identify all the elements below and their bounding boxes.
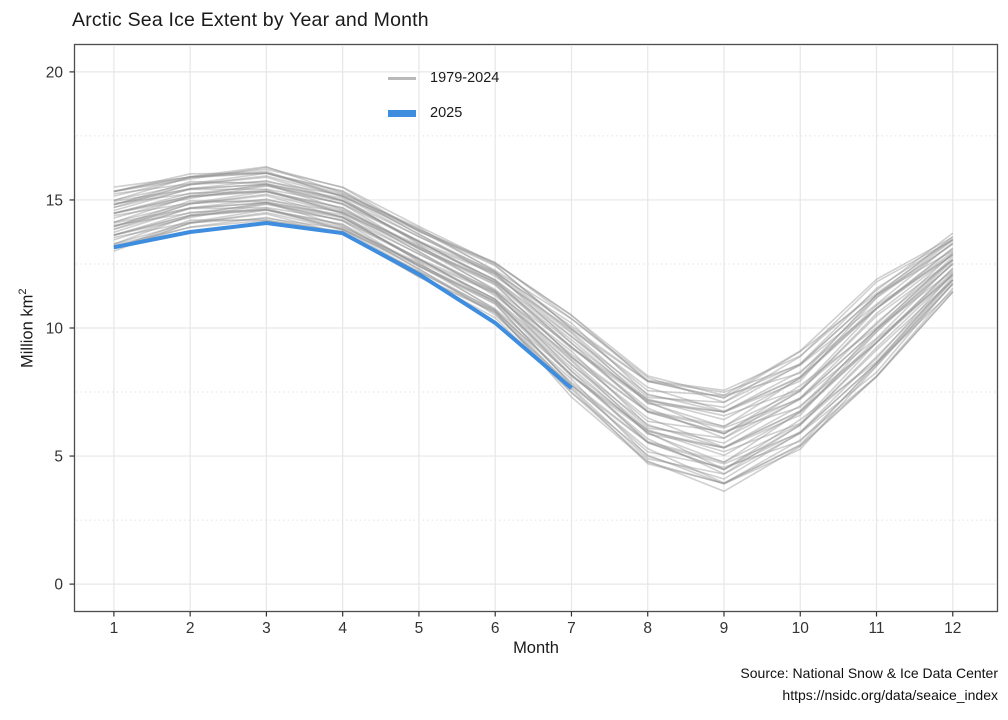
year-line-gray [113,172,954,409]
year-line-gray [113,183,954,427]
year-line-gray [113,183,954,421]
y-tick-label: 15 [46,192,63,209]
year-line-gray [113,217,954,484]
year-line-gray [113,172,954,404]
year-line-gray [113,201,954,463]
y-tick-label: 10 [46,321,64,338]
year-line-gray [113,180,954,414]
year-line-gray [113,179,954,413]
x-tick-label: 11 [868,620,884,637]
legend-key-gray-line [388,76,416,80]
year-line-gray [113,190,954,439]
year-line-gray [113,203,954,471]
y-axis-title-exponent: 2 [16,288,29,295]
x-tick-label: 1 [110,620,119,637]
year-line-gray [113,194,954,449]
year-line-gray [113,184,954,428]
source-caption: Source: National Snow & Ice Data Center … [740,663,998,706]
y-axis-title: Million km2 [17,248,38,408]
year-line-gray [113,201,954,453]
legend-label: 1979-2024 [430,70,500,86]
year-line-gray [113,201,954,457]
x-tick-label: 7 [567,620,576,637]
year-line-gray [113,207,954,469]
x-tick-label: 4 [338,620,347,637]
year-line-gray [113,188,954,435]
year-line-2025 [113,221,573,390]
year-line-gray [113,200,954,449]
legend-key-blue-line [388,109,416,117]
year-line-gray [113,209,954,465]
year-line-gray [113,209,954,480]
y-tick-label: 0 [54,577,63,594]
year-line-gray [113,198,954,449]
x-tick-label: 10 [792,620,810,637]
legend-entry-1979-2024: 1979-2024 [388,70,499,86]
x-tick-label: 6 [491,620,500,637]
year-line-gray [113,170,954,397]
chart-title: Arctic Sea Ice Extent by Year and Month [72,9,429,31]
year-line-gray [113,216,954,485]
year-line-gray [113,176,954,413]
x-tick-label: 9 [720,620,729,637]
year-line-gray [113,193,954,440]
year-line-gray [113,189,954,433]
year-line-gray [113,209,954,471]
year-line-gray [113,190,954,444]
year-line-gray [113,190,954,429]
year-line-gray [113,211,954,475]
year-line-gray [113,185,954,435]
year-line-gray [113,180,954,413]
caption-url-line: https://nsidc.org/data/seaice_index [782,686,998,703]
year-line-gray [113,172,954,394]
year-line-gray [113,203,954,464]
y-axis-title-text: Million km [18,294,37,368]
year-line-gray [113,168,954,397]
legend-label: 2025 [430,105,463,121]
y-tick-label: 5 [54,449,63,466]
x-tick-label: 8 [643,620,652,637]
x-tick-label: 2 [186,620,195,637]
y-tick-label: 20 [46,64,64,81]
year-line-gray [113,166,954,399]
year-line-gray [113,190,954,435]
x-tick-label: 5 [415,620,424,637]
year-line-gray [113,208,954,475]
x-axis-title: Month [513,639,559,657]
year-line-gray [113,172,954,399]
year-line-gray [113,199,954,449]
year-line-gray [113,183,954,417]
caption-source-line: Source: National Snow & Ice Data Center [740,665,998,681]
year-line-gray [113,165,954,392]
x-tick-label: 12 [944,620,961,637]
year-line-gray [113,206,954,471]
year-line-gray [113,219,954,485]
legend-entry-2025: 2025 [388,105,462,121]
x-tick-label: 3 [262,620,271,637]
year-line-gray [113,175,954,404]
